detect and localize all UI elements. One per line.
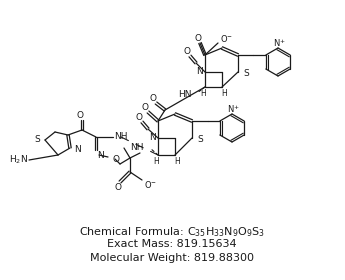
Text: N$^{+}$: N$^{+}$ (273, 37, 285, 49)
Text: N: N (97, 151, 104, 160)
Text: N: N (196, 67, 203, 76)
Text: O: O (184, 46, 190, 55)
Text: O$^{-}$: O$^{-}$ (144, 179, 157, 190)
Text: NH: NH (114, 132, 128, 141)
Text: HN: HN (178, 90, 192, 99)
Text: S: S (34, 134, 40, 144)
Text: H: H (200, 88, 206, 97)
Text: O: O (136, 113, 142, 122)
Text: S: S (197, 134, 203, 144)
Text: Chemical Formula: C$_{35}$H$_{33}$N$_{9}$O$_{9}$S$_{3}$: Chemical Formula: C$_{35}$H$_{33}$N$_{9}… (79, 225, 265, 239)
Text: O: O (115, 183, 121, 192)
Text: N: N (149, 132, 156, 141)
Text: H: H (153, 157, 159, 165)
Text: O: O (149, 94, 157, 102)
Text: O: O (77, 111, 83, 120)
Text: O$^{-}$: O$^{-}$ (220, 32, 233, 43)
Text: O: O (195, 34, 201, 43)
Text: S: S (243, 69, 249, 78)
Text: H: H (221, 88, 227, 97)
Text: N: N (74, 144, 81, 153)
Text: H$_{2}$N: H$_{2}$N (9, 154, 28, 166)
Text: H: H (174, 157, 180, 165)
Text: Molecular Weight: 819.88300: Molecular Weight: 819.88300 (90, 253, 254, 263)
Text: Exact Mass: 819.15634: Exact Mass: 819.15634 (107, 239, 237, 249)
Text: N$^{+}$: N$^{+}$ (227, 103, 239, 115)
Text: NH: NH (130, 143, 144, 151)
Text: O: O (141, 102, 148, 111)
Text: O: O (112, 155, 119, 164)
